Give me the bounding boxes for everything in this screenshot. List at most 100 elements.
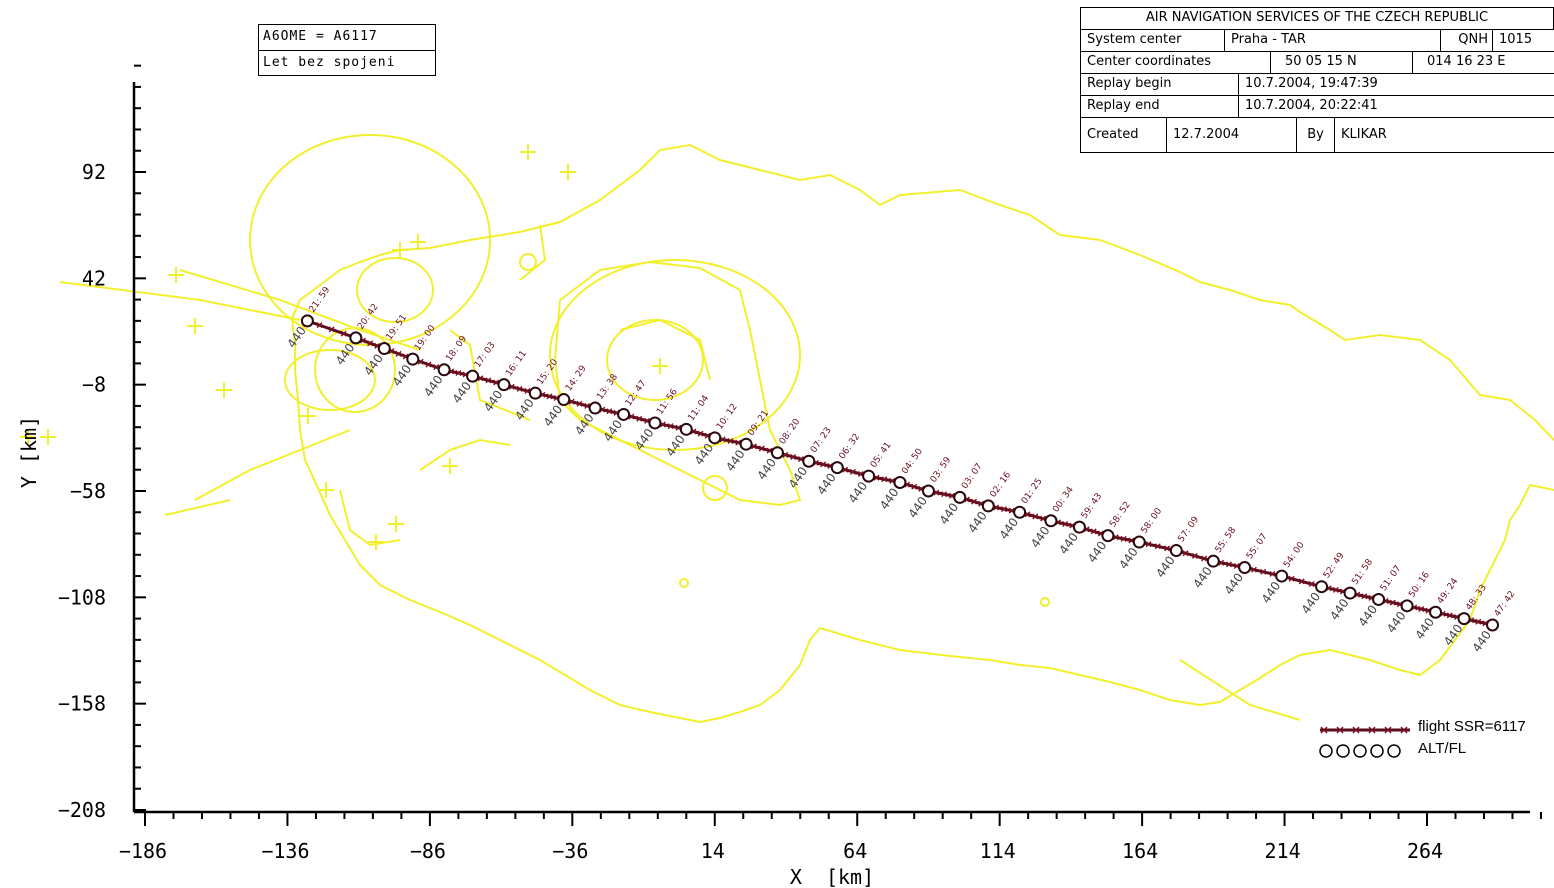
center-longitude: 014 16 23 E <box>1413 52 1554 74</box>
x-axis-title: X [km] <box>790 865 874 888</box>
time-label: 14: 29 <box>564 364 589 394</box>
time-label: 51: 58 <box>1350 557 1375 587</box>
altitude-label: 440 <box>1327 596 1352 623</box>
track-sample-marker <box>406 352 420 366</box>
altitude-label: 440 <box>1384 609 1409 636</box>
system-center-label: System center <box>1081 30 1225 52</box>
time-label: 01: 25 <box>1020 477 1045 506</box>
created-value: 12.7.2004 <box>1167 118 1297 152</box>
y-tick-label: 42 <box>82 266 106 290</box>
legend-circle-marker <box>1353 744 1367 758</box>
time-label: 17: 03 <box>473 341 498 370</box>
time-label: 48: 33 <box>1464 583 1489 612</box>
communication-note: Let bez spojeni <box>263 55 396 70</box>
track-cross-marker <box>820 461 827 468</box>
altitude-label: 440 <box>1028 524 1053 551</box>
time-label: 05: 41 <box>869 440 894 469</box>
track-cross-marker <box>1332 586 1339 593</box>
track-cross-marker <box>1446 612 1453 619</box>
time-label: 18: 09 <box>444 334 469 364</box>
track-cross-marker <box>1308 581 1315 588</box>
track-cross-marker <box>1260 568 1267 575</box>
track-cross-marker <box>1000 506 1007 513</box>
track-sample-marker <box>466 369 480 383</box>
track-sample-marker <box>1013 505 1027 519</box>
time-label: 00: 34 <box>1051 485 1076 515</box>
track-sample-marker <box>1457 612 1471 626</box>
time-label: 54: 00 <box>1282 540 1307 570</box>
track-sample-marker <box>1238 561 1252 575</box>
legend-circle-marker <box>1387 744 1401 758</box>
y-tick-label: −108 <box>58 585 106 609</box>
time-label: 02: 16 <box>989 470 1014 500</box>
y-axis-ticks: 92 42 −8 −58 −108 −158 −208 <box>58 64 146 822</box>
track-sample-marker <box>679 422 693 436</box>
track-sample-marker <box>1315 580 1329 594</box>
altitude-label: 440 <box>1299 590 1324 617</box>
altitude-label: 440 <box>937 500 962 527</box>
track-cross-marker <box>1164 545 1171 552</box>
track-cross-marker <box>849 468 856 475</box>
time-label: 52: 49 <box>1322 551 1347 581</box>
track-sample-marker <box>497 378 511 392</box>
time-label: 04: 50 <box>900 447 925 477</box>
track-sample-marker <box>739 437 753 451</box>
track-sample-marker <box>953 490 967 504</box>
flight-note-box: A6OME = A6117 Let bez spojeni <box>258 24 436 76</box>
track-cross-marker <box>697 430 704 437</box>
altitude-label: 440 <box>754 456 779 483</box>
flight-track-labels: 440 47: 42 440 48: 33 440 49: 24 440 50: 16 440 5… <box>284 285 1517 655</box>
time-label: 19: 51 <box>385 313 410 342</box>
track-cross-marker <box>576 400 583 407</box>
track-cross-marker <box>1250 566 1257 573</box>
x-tick-label: −136 <box>261 839 309 863</box>
time-label: 08: 20 <box>778 417 803 447</box>
altitude-label: 440 <box>512 396 537 423</box>
track-sample-marker <box>437 363 451 377</box>
track-sample-marker <box>981 499 995 513</box>
track-cross-marker <box>1389 599 1396 606</box>
track-sample-marker <box>1132 535 1146 549</box>
legend-alt-label: ALT/FL <box>1418 740 1467 757</box>
created-label: Created <box>1081 118 1167 152</box>
replay-header-table: AIR NAVIGATION SERVICES OF THE CZECH REP… <box>1080 7 1554 153</box>
track-sample-marker <box>1275 569 1289 583</box>
track-cross-marker <box>1062 520 1069 527</box>
track-sample-marker <box>1206 554 1220 568</box>
header-title: AIR NAVIGATION SERVICES OF THE CZECH REP… <box>1081 8 1554 30</box>
y-tick-label: 92 <box>82 160 106 184</box>
track-sample-marker <box>1372 592 1386 606</box>
track-sample-marker <box>1486 618 1500 632</box>
x-axis-ticks: −186 −136 −86 −36 14 64 114 164 214 264 <box>119 812 1542 863</box>
track-cross-marker <box>340 330 347 337</box>
x-tick-label: 164 <box>1122 839 1158 863</box>
chart-axes <box>132 82 1530 814</box>
track-sample-marker <box>300 314 314 328</box>
time-label: 47: 42 <box>1493 589 1518 618</box>
track-cross-marker <box>971 498 978 505</box>
flight-track <box>300 314 1500 632</box>
y-axis-title: Y [km] <box>17 416 41 488</box>
track-cross-marker <box>1361 593 1368 600</box>
time-label: 49: 24 <box>1436 576 1461 606</box>
track-cross-marker <box>1145 541 1152 548</box>
track-sample-marker <box>708 431 722 445</box>
altitude-label: 440 <box>814 471 839 498</box>
time-label: 11: 56 <box>655 387 680 417</box>
time-label: 58: 00 <box>1140 506 1165 536</box>
legend-cross-marker <box>1368 726 1376 734</box>
legend: flight SSR=6117 ALT/FL <box>1318 718 1554 764</box>
time-label: 57: 09 <box>1177 515 1202 545</box>
altitude-label: 440 <box>877 485 902 512</box>
legend-cross-marker <box>1400 726 1408 734</box>
track-sample-marker <box>770 446 784 460</box>
time-label: 11: 04 <box>687 393 712 423</box>
track-cross-marker <box>328 326 335 333</box>
replay-end-value: 10.7.2004, 20:22:41 <box>1239 96 1554 118</box>
y-tick-label: −8 <box>82 373 106 397</box>
track-cross-marker <box>1154 543 1161 550</box>
y-tick-label: −158 <box>58 692 106 716</box>
x-tick-label: 14 <box>701 839 725 863</box>
track-cross-marker <box>425 361 432 368</box>
callsign-note: A6OME = A6117 <box>263 29 378 44</box>
